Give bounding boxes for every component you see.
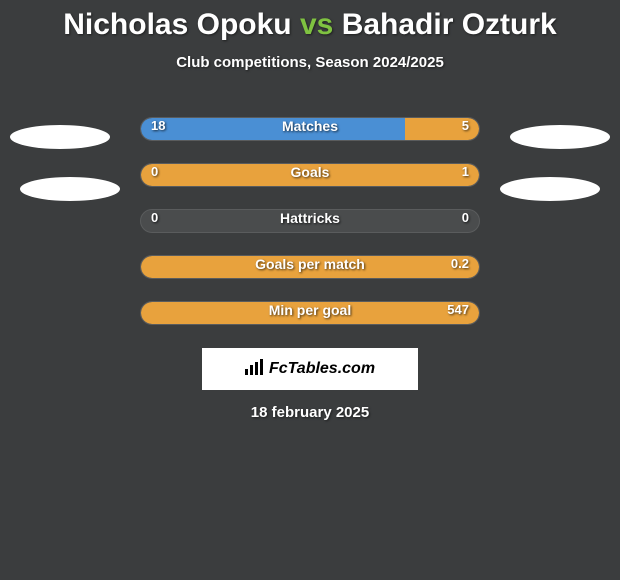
stat-label: Hattricks: [280, 210, 340, 226]
player1-name: Nicholas Opoku: [63, 8, 291, 41]
value-right: 1: [462, 164, 469, 179]
stat-row: 18 5 Matches: [0, 106, 620, 152]
value-right: 0.2: [451, 256, 469, 271]
logo-box: FcTables.com: [202, 348, 418, 390]
value-right: 0: [462, 210, 469, 225]
date-text: 18 february 2025: [0, 404, 620, 421]
stat-row: 0 0 Hattricks: [0, 198, 620, 244]
bar-container: 547 Min per goal: [140, 301, 480, 325]
value-left: 18: [151, 118, 165, 133]
stat-label: Matches: [282, 118, 338, 134]
stat-label: Goals per match: [255, 256, 365, 272]
bar-left: [141, 118, 405, 140]
value-right: 547: [447, 302, 469, 317]
stat-label: Goals: [291, 164, 330, 180]
comparison-title: Nicholas Opoku vs Bahadir Ozturk: [0, 0, 620, 42]
bar-container: 0 1 Goals: [140, 163, 480, 187]
value-left: 0: [151, 210, 158, 225]
stat-row: 547 Min per goal: [0, 290, 620, 336]
value-left: 0: [151, 164, 158, 179]
player2-name: Bahadir Ozturk: [342, 8, 557, 41]
bar-container: 0.2 Goals per match: [140, 255, 480, 279]
bar-container: 18 5 Matches: [140, 117, 480, 141]
vs-text: vs: [300, 8, 333, 41]
value-right: 5: [462, 118, 469, 133]
subtitle: Club competitions, Season 2024/2025: [0, 54, 620, 71]
stat-row: 0 1 Goals: [0, 152, 620, 198]
bar-container: 0 0 Hattricks: [140, 209, 480, 233]
stat-row: 0.2 Goals per match: [0, 244, 620, 290]
logo-text: FcTables.com: [269, 360, 375, 378]
chart-area: 18 5 Matches 0 1 Goals 0 0 Hattricks 0.2 Goals per…: [0, 106, 620, 336]
stat-label: Min per goal: [269, 302, 351, 318]
chart-icon: [245, 359, 265, 380]
